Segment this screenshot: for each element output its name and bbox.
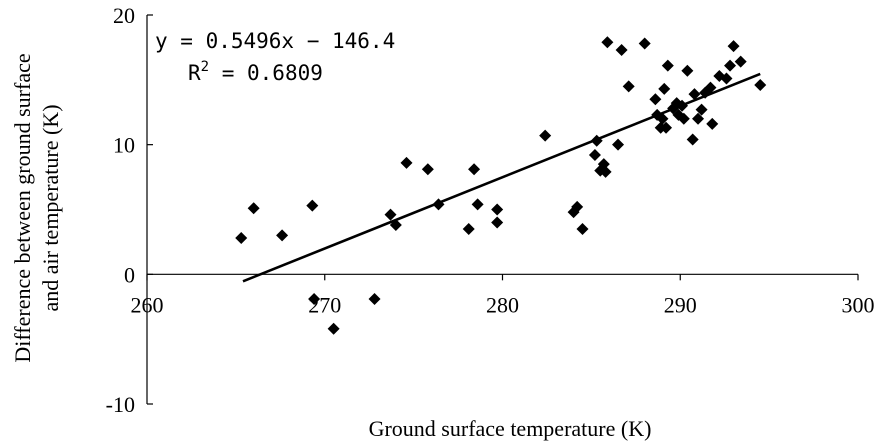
data-points	[235, 36, 767, 335]
data-point	[658, 82, 671, 95]
data-point	[491, 203, 504, 216]
data-point	[247, 202, 260, 215]
x-axis-title: Ground surface temperature (K)	[369, 416, 652, 441]
data-point	[734, 55, 747, 68]
data-point	[720, 72, 733, 85]
data-point	[308, 292, 321, 305]
data-point	[754, 79, 767, 92]
data-point	[727, 40, 740, 53]
data-point	[661, 59, 674, 72]
data-point	[389, 219, 402, 232]
data-point	[588, 149, 601, 162]
r-squared-label: R2 = 0.6809	[188, 59, 323, 85]
x-tick-label: 290	[664, 292, 697, 317]
data-point	[235, 232, 248, 245]
data-point	[692, 112, 705, 125]
data-point	[688, 88, 701, 101]
data-point	[432, 198, 445, 211]
data-point	[590, 134, 603, 147]
data-point	[276, 229, 289, 242]
data-point	[400, 156, 413, 169]
data-point	[576, 222, 589, 235]
y-axis-title-line-2: and air temperature (K)	[38, 104, 63, 311]
data-point	[686, 133, 699, 146]
y-tick-group: -10 0 10 20	[106, 3, 153, 417]
data-point	[306, 199, 319, 212]
x-tick-label: 300	[842, 292, 875, 317]
data-point	[724, 59, 737, 72]
x-tick-label: 260	[131, 292, 164, 317]
data-point	[471, 198, 484, 211]
data-point	[327, 322, 340, 335]
data-point	[612, 138, 625, 151]
data-point	[676, 99, 689, 112]
y-tick-label: 10	[113, 133, 135, 158]
data-point	[539, 129, 552, 142]
data-point	[601, 36, 614, 49]
x-tick-group: 260 270 280 290 300	[131, 274, 875, 317]
trend-equation: y = 0.5496x − 146.4	[155, 29, 395, 53]
data-point	[421, 163, 434, 176]
data-point	[660, 121, 673, 134]
data-point	[597, 158, 610, 171]
data-point	[571, 200, 584, 213]
x-tick-label: 280	[486, 292, 519, 317]
y-tick-label: -10	[106, 392, 135, 417]
data-point	[695, 103, 708, 116]
data-point	[638, 37, 651, 50]
data-point	[677, 112, 690, 125]
data-point	[615, 44, 628, 57]
data-point	[368, 292, 381, 305]
data-point	[704, 81, 717, 94]
y-tick-label: 0	[124, 262, 135, 287]
data-point	[656, 112, 669, 125]
data-point	[706, 117, 719, 130]
data-point	[649, 93, 662, 106]
y-tick-label: 20	[113, 3, 135, 28]
data-point	[384, 208, 397, 221]
data-point	[599, 165, 612, 178]
y-axis-title-line-1: Difference between ground surface	[10, 53, 35, 362]
data-point	[622, 80, 635, 93]
data-point	[468, 163, 481, 176]
data-point	[681, 64, 694, 77]
data-point	[491, 216, 504, 229]
data-point	[462, 222, 475, 235]
